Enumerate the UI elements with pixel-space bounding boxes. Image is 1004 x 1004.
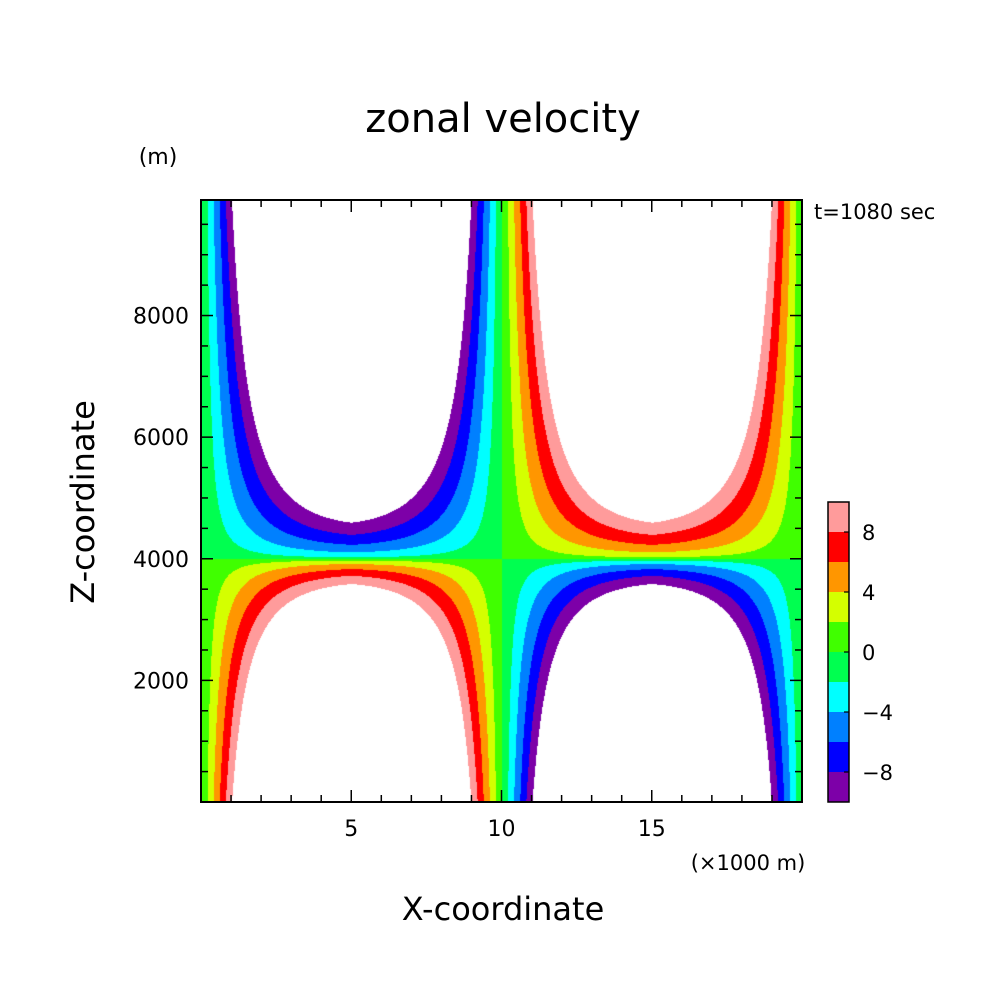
time-annotation: t=1080 sec [814,200,935,224]
y-tick-label: 4000 [133,548,189,573]
x-tick-label: 5 [344,817,358,842]
contour-field [201,200,802,802]
colorbar-tick-label: −4 [862,701,893,725]
colorbar-swatch [828,652,849,682]
colorbar-swatch [828,772,849,802]
y-tick-label: 6000 [133,426,189,451]
colorbar-swatch [828,742,849,772]
x-tick-label: 10 [488,817,516,842]
x-tick-label: 15 [638,817,666,842]
colorbar-tick-label: 4 [862,581,875,605]
contour-raster [201,200,802,802]
colorbar-swatch [828,562,849,592]
chart-title: zonal velocity [365,96,641,142]
colorbar-swatch [828,712,849,742]
y-tick-label: 8000 [133,305,189,330]
colorbar-swatch [828,622,849,652]
x-unit-label: (×1000 m) [691,851,806,875]
colorbar-swatch [828,502,849,532]
y-tick-label: 2000 [133,669,189,694]
colorbar-tick-label: 8 [862,521,875,545]
colorbar-swatch [828,682,849,712]
colorbar-tick-label: −8 [862,761,893,785]
colorbar: −8 −4 0 4 8 [827,501,893,803]
y-axis: 2000 4000 6000 8000 [133,223,802,773]
x-axis: 5 10 15 [230,200,773,842]
x-axis-label: X-coordinate [402,890,605,928]
colorbar-swatch [828,592,849,622]
colorbar-tick-label: 0 [862,641,875,665]
y-axis-label: Z-coordinate [64,400,102,604]
y-unit-label: (m) [139,145,178,170]
colorbar-swatch [828,532,849,562]
